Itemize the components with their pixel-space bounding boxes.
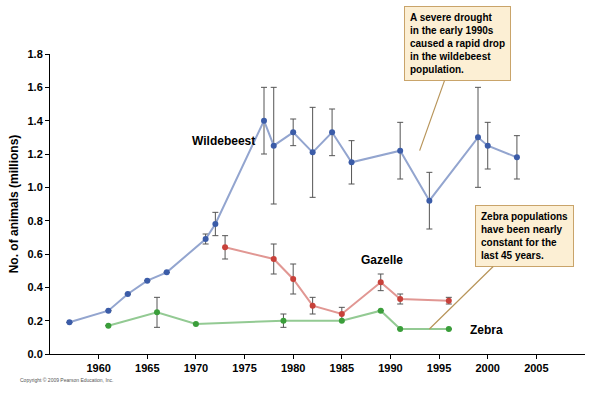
svg-text:Zebra populationshave been nea: Zebra populationshave been nearlyconstan… xyxy=(481,211,568,261)
svg-text:0.2: 0.2 xyxy=(28,315,43,327)
svg-text:1.6: 1.6 xyxy=(28,81,43,93)
svg-text:1980: 1980 xyxy=(281,362,305,374)
svg-text:0.4: 0.4 xyxy=(28,281,44,293)
svg-text:1.4: 1.4 xyxy=(28,115,44,127)
svg-text:A severe droughtin the early 1: A severe droughtin the early 1990scaused… xyxy=(410,12,505,75)
svg-text:1985: 1985 xyxy=(330,362,354,374)
svg-text:Copyright © 2009 Pearson Educa: Copyright © 2009 Pearson Education, Inc. xyxy=(20,377,113,383)
svg-text:Zebra: Zebra xyxy=(470,323,503,337)
svg-text:1960: 1960 xyxy=(86,362,110,374)
svg-text:1.8: 1.8 xyxy=(28,48,43,60)
svg-text:No. of animals (millions): No. of animals (millions) xyxy=(7,135,21,274)
svg-text:1.0: 1.0 xyxy=(28,181,43,193)
svg-text:Gazelle: Gazelle xyxy=(361,253,403,267)
svg-text:1.2: 1.2 xyxy=(28,148,43,160)
svg-text:1975: 1975 xyxy=(232,362,256,374)
svg-text:2005: 2005 xyxy=(524,362,548,374)
svg-text:Wildebeest: Wildebeest xyxy=(192,134,255,148)
svg-text:2000: 2000 xyxy=(475,362,499,374)
svg-text:1970: 1970 xyxy=(184,362,208,374)
svg-text:0.0: 0.0 xyxy=(28,348,43,360)
svg-text:1990: 1990 xyxy=(378,362,402,374)
svg-text:0.6: 0.6 xyxy=(28,248,43,260)
svg-text:1995: 1995 xyxy=(427,362,451,374)
svg-text:1965: 1965 xyxy=(135,362,159,374)
svg-text:0.8: 0.8 xyxy=(28,215,43,227)
